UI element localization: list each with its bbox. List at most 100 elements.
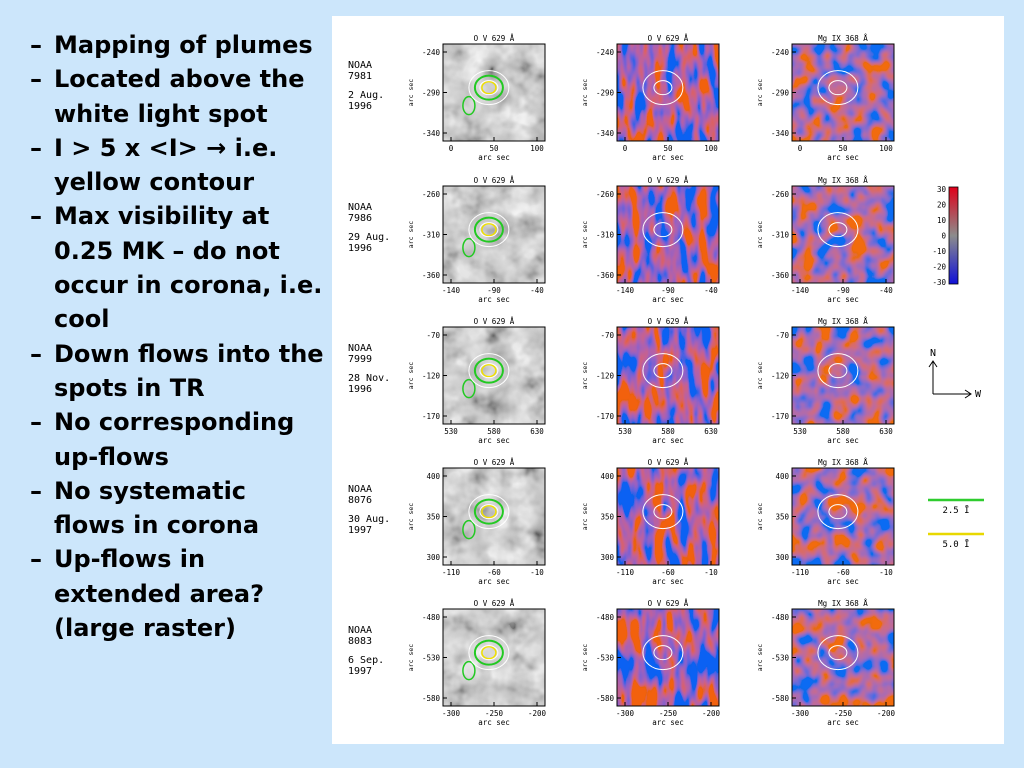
region-label-line: 1997 (348, 525, 372, 536)
x-tick-label: 530 (618, 427, 632, 436)
x-tick-label: 100 (530, 144, 544, 153)
x-tick-label: -300 (616, 709, 635, 718)
x-axis-label: arc sec (827, 436, 859, 445)
contour-white (468, 353, 510, 389)
region-label-line: 6 Sep. (348, 655, 384, 666)
x-axis-label: arc sec (827, 577, 859, 586)
x-tick-label: 630 (879, 427, 893, 436)
panel-title: O V 629 Å (474, 599, 515, 608)
contour-yellow (481, 645, 497, 660)
contour-green (473, 639, 504, 666)
contour-white (828, 222, 848, 238)
region-label-line: 1996 (348, 384, 372, 395)
x-tick-label: 0 (449, 144, 454, 153)
x-tick-label: -60 (661, 568, 675, 577)
map-panel: O V 629 Å -110 -60 -10 arc sec 400 350 300 arc s… (407, 458, 546, 586)
colorbar-tick-label: -20 (932, 263, 946, 272)
x-axis-label: arc sec (652, 577, 684, 586)
contour-white (479, 363, 499, 379)
y-tick-label: -240 (422, 48, 441, 57)
y-tick-label: -310 (596, 231, 615, 240)
x-tick-label: 530 (444, 427, 458, 436)
x-axis-label: arc sec (478, 577, 510, 586)
x-tick-label: 0 (798, 144, 803, 153)
x-tick-label: -250 (834, 709, 853, 718)
bullet-text: No corresponding up-flows (54, 408, 295, 471)
x-tick-label: 630 (530, 427, 544, 436)
y-tick-label: -310 (771, 231, 790, 240)
y-axis-label: arc sec (581, 362, 589, 389)
y-tick-label: -480 (596, 613, 615, 622)
x-tick-label: 50 (663, 144, 673, 153)
y-tick-label: 350 (426, 513, 440, 522)
y-axis-label: arc sec (756, 644, 764, 671)
y-tick-label: -70 (775, 331, 789, 340)
panel-title: O V 629 Å (474, 34, 515, 43)
contour-white (479, 504, 499, 520)
region-label-line: 1996 (348, 243, 372, 254)
region-label-line: NOAA (348, 625, 372, 636)
compass-west-label: W (975, 389, 982, 400)
panel-title: O V 629 Å (648, 458, 689, 467)
colorbar-scale (948, 186, 959, 285)
bullet-text: Max visibility at 0.25 MK – do not occur… (54, 202, 323, 334)
bullet-marker: – (30, 408, 42, 437)
bullet-item: – Located above the white light spot (30, 62, 325, 131)
y-axis-label: arc sec (407, 221, 415, 248)
compass-west-head (964, 389, 972, 399)
contour-white (817, 635, 859, 671)
x-tick-label: -10 (704, 568, 718, 577)
x-tick-label: 50 (489, 144, 499, 153)
y-tick-label: -260 (771, 190, 790, 199)
contour-white (642, 635, 684, 671)
map-image (792, 609, 894, 706)
map-panel: O V 629 Å 0 50 100 arc sec -240 -290 -340 arc se… (581, 34, 720, 162)
region-label-line: 1996 (348, 101, 372, 112)
map-panel: O V 629 Å -140 -90 -40 arc sec -260 -310 -360 ar… (581, 176, 720, 304)
panel-title: O V 629 Å (648, 34, 689, 43)
contour-green (473, 216, 504, 243)
y-tick-label: -340 (422, 129, 441, 138)
y-axis-label: arc sec (581, 644, 589, 671)
contour-white (479, 222, 499, 238)
region-label-line: 2 Aug. (348, 90, 384, 101)
y-axis-label: arc sec (756, 503, 764, 530)
y-tick-label: 300 (775, 553, 789, 562)
contour-white (479, 80, 499, 96)
contour-white (653, 363, 673, 379)
map-panel: O V 629 Å 530 580 630 arc sec -70 -120 -170 arc … (407, 317, 546, 445)
compass-north-label: N (930, 348, 936, 359)
region-label-line: 1997 (348, 666, 372, 677)
y-tick-label: -290 (596, 89, 615, 98)
region-label-line: 29 Aug. (348, 232, 390, 243)
contour-yellow (481, 222, 497, 237)
colorbar-tick-label: 10 (937, 216, 947, 225)
x-axis-label: arc sec (652, 153, 684, 162)
panel-title: O V 629 Å (648, 599, 689, 608)
panel-title: Mg IX 368 Å (818, 317, 868, 326)
y-tick-label: -70 (600, 331, 614, 340)
bullet-marker: – (30, 133, 42, 162)
y-tick-label: -530 (422, 654, 441, 663)
y-tick-label: -360 (596, 271, 615, 280)
panel-title: O V 629 Å (648, 176, 689, 185)
contour-green (462, 519, 476, 540)
y-tick-label: -530 (771, 654, 790, 663)
contour-white (828, 645, 848, 661)
contour-white (468, 494, 510, 530)
y-axis-label: arc sec (407, 644, 415, 671)
y-axis-label: arc sec (407, 79, 415, 106)
y-tick-label: -120 (596, 372, 615, 381)
x-tick-label: -90 (661, 286, 675, 295)
x-axis-label: arc sec (652, 295, 684, 304)
map-image (617, 186, 719, 283)
panel-title: Mg IX 368 Å (818, 176, 868, 185)
contour-white (642, 70, 684, 106)
bullet-text: No systematic flows in corona (54, 476, 260, 540)
x-axis-label: arc sec (478, 153, 510, 162)
y-tick-label: 300 (600, 553, 614, 562)
y-tick-label: 300 (426, 553, 440, 562)
y-tick-label: -120 (771, 372, 790, 381)
y-tick-label: -260 (596, 190, 615, 199)
